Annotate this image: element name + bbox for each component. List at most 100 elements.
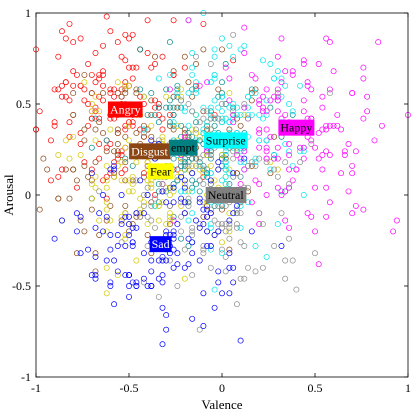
point-happy (379, 122, 385, 129)
point-angry (159, 126, 166, 133)
point-sad (207, 210, 214, 217)
point-sad (215, 159, 222, 166)
point-neutral (286, 181, 292, 188)
point-neutral (200, 152, 207, 158)
point-neutral (200, 166, 207, 173)
point-disgust (233, 115, 240, 122)
point-sad (196, 257, 203, 264)
point-surprise (245, 93, 251, 100)
point-happy (304, 79, 311, 86)
point-sad (159, 279, 166, 286)
point-disgust (133, 86, 140, 93)
point-fear (137, 206, 144, 213)
point-surprise (207, 246, 214, 253)
point-angry (118, 170, 125, 177)
point-happy (345, 188, 352, 195)
point-fear (111, 173, 118, 180)
point-surprise (189, 210, 196, 217)
point-sad (215, 228, 222, 235)
point-angry (129, 119, 136, 126)
point-surprise (219, 93, 225, 100)
point-happy (248, 199, 255, 206)
point-happy (274, 93, 281, 100)
point-sad (163, 326, 170, 333)
point-neutral (259, 221, 266, 228)
label-box-contempt (168, 139, 198, 156)
point-fear (207, 162, 214, 169)
point-contempt (219, 155, 225, 162)
point-angry (159, 115, 166, 122)
point-contempt (155, 104, 162, 111)
point-fear (122, 82, 129, 89)
point-contempt (207, 155, 214, 162)
point-angry (100, 68, 106, 75)
point-happy (315, 155, 322, 162)
point-disgust (219, 206, 225, 213)
point-happy (274, 86, 281, 93)
point-surprise (245, 104, 251, 111)
point-neutral (219, 246, 225, 253)
point-surprise (219, 108, 225, 115)
point-angry (129, 31, 136, 38)
point-surprise (278, 75, 285, 82)
point-sad (126, 283, 132, 289)
point-neutral (155, 137, 162, 144)
point-neutral (219, 101, 225, 107)
point-happy (274, 108, 281, 115)
point-surprise (226, 42, 233, 49)
point-angry (88, 71, 95, 78)
point-contempt (189, 133, 196, 140)
point-neutral (193, 126, 199, 133)
point-neutral (230, 173, 237, 180)
point-happy (256, 221, 263, 228)
point-happy (286, 166, 292, 173)
point-neutral (166, 257, 173, 264)
point-angry (118, 152, 125, 158)
point-disgust (237, 122, 244, 129)
point-happy (315, 130, 322, 137)
point-neutral (226, 221, 233, 228)
point-neutral (96, 188, 103, 195)
point-happy (319, 126, 326, 133)
point-neutral (274, 173, 281, 180)
point-disgust (170, 68, 177, 75)
point-disgust (140, 122, 147, 129)
point-disgust (85, 173, 92, 180)
point-sad (126, 213, 132, 220)
point-surprise (207, 104, 214, 111)
point-sad (170, 199, 177, 206)
point-happy (259, 93, 266, 100)
point-fear (122, 232, 129, 238)
point-disgust (81, 71, 88, 78)
point-sad (114, 243, 121, 249)
point-happy (226, 75, 233, 82)
point-neutral (200, 246, 207, 253)
point-disgust (193, 61, 199, 67)
point-fear (274, 166, 281, 173)
point-fear (137, 195, 144, 202)
point-contempt (88, 144, 95, 151)
label-box-surprise (203, 132, 248, 149)
point-fear (114, 162, 121, 169)
point-happy (315, 261, 322, 268)
point-happy (256, 144, 263, 151)
point-contempt (166, 104, 173, 111)
point-surprise (200, 104, 207, 111)
point-fear (219, 152, 225, 158)
point-fear (103, 206, 110, 213)
point-sad (77, 213, 84, 220)
point-sad (163, 228, 170, 235)
point-sad (170, 228, 177, 235)
point-happy (274, 144, 281, 151)
point-disgust (122, 177, 129, 184)
point-neutral (289, 257, 296, 264)
point-fear (103, 228, 110, 235)
point-disgust (126, 228, 132, 235)
point-disgust (222, 155, 229, 162)
point-sad (126, 221, 132, 228)
point-sad (226, 264, 233, 271)
point-fear (159, 137, 166, 144)
point-sad (204, 243, 211, 249)
point-neutral (241, 243, 248, 249)
point-disgust (200, 108, 207, 115)
